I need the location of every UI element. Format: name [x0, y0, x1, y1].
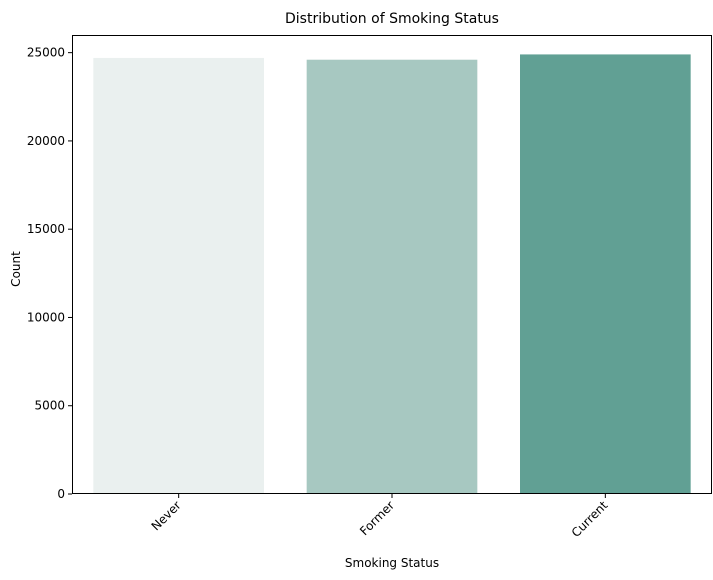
y-tick-label: 15000: [27, 222, 65, 236]
bar-never: [93, 57, 264, 494]
y-tick-label: 20000: [27, 134, 65, 148]
x-tick-label: Never: [149, 498, 184, 533]
y-axis-label: Count: [9, 251, 23, 287]
y-tick-label: 5000: [34, 399, 65, 413]
x-axis-ticks: Never Former Current: [149, 494, 611, 540]
plot-frame: [72, 35, 712, 494]
y-axis-ticks: 0 5000 10000 15000 20000 25000: [27, 46, 72, 501]
bars-group: [93, 54, 691, 495]
bar-former: [306, 59, 478, 494]
x-axis-label: Smoking Status: [345, 556, 439, 570]
y-tick-label: 10000: [27, 310, 65, 324]
x-tick-label: Current: [569, 498, 611, 540]
y-tick-label: 0: [57, 487, 65, 501]
bar-current: [520, 54, 691, 495]
chart-title: Distribution of Smoking Status: [285, 11, 499, 27]
x-tick-label: Former: [357, 498, 397, 538]
y-tick-label: 25000: [27, 46, 65, 60]
